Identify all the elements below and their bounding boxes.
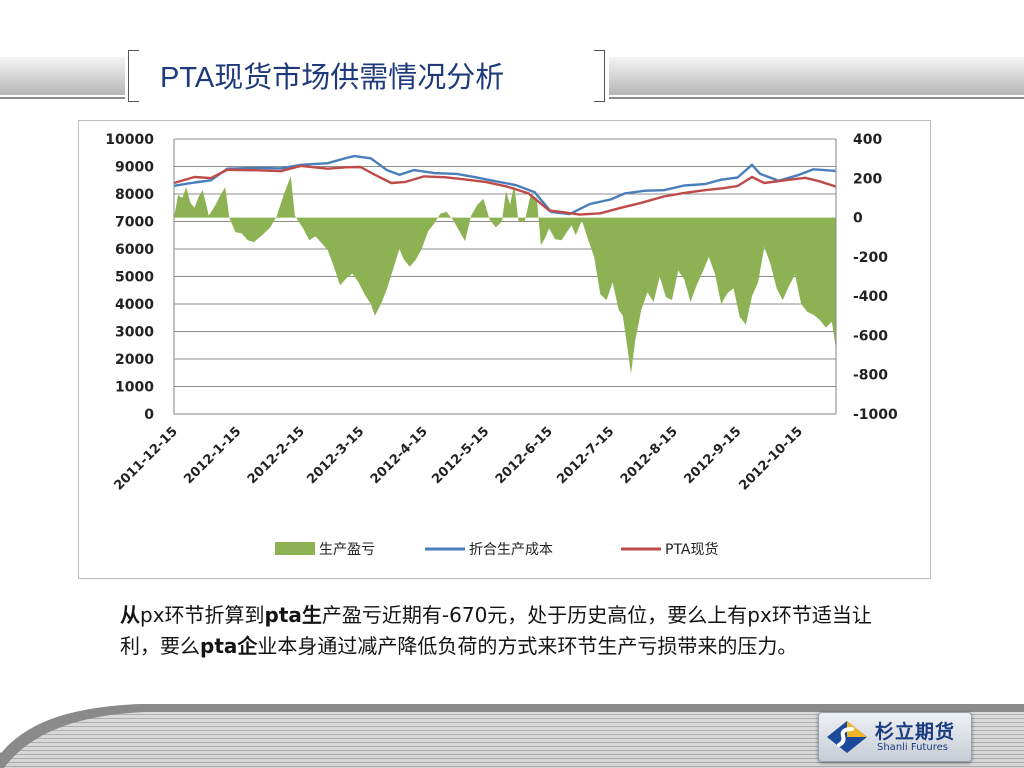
left-tick-label: 9000 <box>115 160 154 176</box>
axes <box>173 139 837 415</box>
series-line-spot <box>173 164 837 216</box>
x-tick-label: 2012-3-15 <box>304 424 367 487</box>
left-tick-label: 1000 <box>115 380 154 396</box>
right-tick-label: 0 <box>853 211 863 227</box>
legend-label-spot: PTA现货 <box>665 541 718 558</box>
price-lines-layer <box>173 154 837 216</box>
right-tick-label: -200 <box>853 250 888 266</box>
right-tick-label: -1000 <box>853 407 898 423</box>
left-tick-label: 10000 <box>105 132 154 148</box>
x-tick-label: 2012-7-15 <box>554 424 617 487</box>
left-axis-labels: 0 1000 2000 3000 4000 5000 6000 7000 8000 9000 100… <box>105 132 154 423</box>
left-tick-label: 5000 <box>115 270 154 286</box>
gridlines <box>174 138 836 415</box>
right-tick-label: 200 <box>853 171 882 187</box>
right-axis-labels: -1000 -800 -600 -400 -200 0 200 400 <box>853 132 898 423</box>
x-tick-label: 2012-6-15 <box>493 424 556 487</box>
footer-swoosh <box>0 700 1024 768</box>
x-tick-label: 2012-9-15 <box>681 424 744 487</box>
left-tick-label: 7000 <box>115 215 154 231</box>
title-bracket-left <box>128 50 139 102</box>
left-tick-label: 3000 <box>115 325 154 341</box>
logo-emblem-icon <box>827 721 867 753</box>
left-tick-label: 4000 <box>115 297 154 313</box>
chart-frame: 0 1000 2000 3000 4000 5000 6000 7000 8000 9000 100… <box>78 120 931 579</box>
right-tick-label: 400 <box>853 132 882 148</box>
logo-chinese-name: 杉立期货 <box>875 721 956 743</box>
x-tick-label: 2012-10-15 <box>737 424 806 493</box>
left-tick-label: 6000 <box>115 242 154 258</box>
left-tick-label: 8000 <box>115 187 154 203</box>
left-tick-label: 0 <box>144 407 154 423</box>
caption-text: 从px环节折算到pta生产盈亏近期有-670元，处于历史高位，要么上有px环节适… <box>120 603 872 658</box>
header-band-left <box>0 57 125 95</box>
header-rule-left <box>0 97 125 99</box>
page-title: PTA现货市场供需情况分析 <box>160 62 505 94</box>
header-rule-right <box>609 97 1024 99</box>
legend-swatch-profit <box>275 542 315 555</box>
left-tick-label: 2000 <box>115 352 154 368</box>
title-bracket-right <box>594 50 605 102</box>
right-tick-label: -800 <box>853 368 888 384</box>
x-tick-label: 2012-2-15 <box>245 424 308 487</box>
header-band-right <box>609 57 1024 95</box>
right-tick-label: -400 <box>853 289 888 305</box>
logo-english-name: Shanli Futures <box>877 742 948 753</box>
company-logo: 杉立期货 Shanli Futures <box>818 712 972 762</box>
x-tick-label: 2012-8-15 <box>618 424 681 487</box>
legend-label-profit: 生产盈亏 <box>319 542 375 558</box>
series-area-profit <box>174 176 836 374</box>
x-tick-label: 2012-5-15 <box>429 424 492 487</box>
x-tick-label: 2012-1-15 <box>181 424 244 487</box>
profit-area-layer <box>174 176 836 374</box>
profit-cost-spot-chart: 0100020003000400050006000700080009000100… <box>105 132 898 558</box>
x-tick-label: 2012-4-15 <box>368 424 431 487</box>
legend-label-cost: 折合生产成本 <box>469 542 553 558</box>
x-tick-label: 2011-12-15 <box>111 424 180 493</box>
legend: 生产盈亏 折合生产成本 PTA现货 <box>275 541 718 558</box>
right-tick-label: -600 <box>853 328 888 344</box>
